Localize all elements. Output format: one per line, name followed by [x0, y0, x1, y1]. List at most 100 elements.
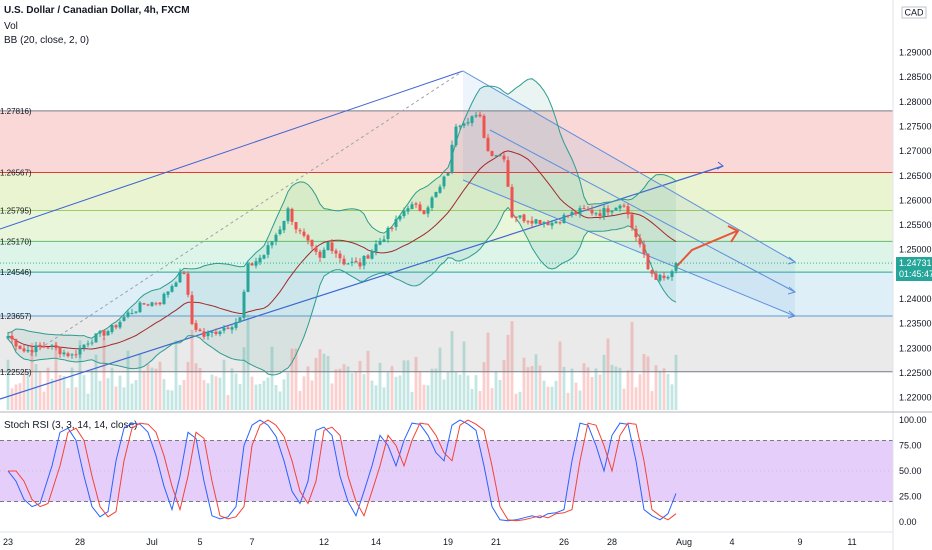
volume-bar: [438, 347, 442, 410]
volume-bar: [166, 389, 170, 410]
time-tick-label: 28: [607, 537, 617, 547]
volume-bar: [98, 380, 102, 410]
volume-bar: [214, 376, 218, 410]
volume-bar: [262, 380, 266, 410]
candle-body: [670, 271, 674, 277]
candle-body: [510, 186, 514, 218]
currency-text: CAD: [904, 8, 924, 18]
volume-bar: [150, 367, 154, 410]
candle-body: [470, 116, 474, 123]
price-tick-label: 1.28000: [899, 97, 932, 107]
price-tick-label: 1.26000: [899, 195, 932, 205]
volume-bar: [6, 359, 10, 410]
candle-body: [58, 347, 62, 355]
volume-bar: [230, 368, 234, 410]
candle-body: [330, 242, 334, 252]
volume-bar: [602, 354, 606, 410]
candle-body: [226, 327, 230, 329]
volume-bar: [26, 371, 30, 410]
candle-body: [90, 342, 94, 344]
candle-body: [154, 303, 158, 305]
price-tick-label: 1.28500: [899, 72, 932, 82]
volume-bar: [466, 375, 470, 410]
volume-bar: [574, 382, 578, 410]
candle-body: [190, 295, 194, 324]
candle-body: [602, 207, 606, 217]
volume-bar: [42, 391, 46, 410]
volume-bar: [322, 353, 326, 410]
chart-title: U.S. Dollar / Canadian Dollar, 4h, FXCM: [4, 5, 190, 16]
volume-bar: [206, 383, 210, 410]
candle-body: [598, 213, 602, 217]
volume-bar: [518, 391, 522, 410]
volume-legend: Vol: [4, 21, 18, 32]
time-tick-label: 21: [491, 537, 501, 547]
candle-body: [334, 250, 338, 254]
volume-bar: [310, 380, 314, 410]
volume-bar: [398, 375, 402, 410]
volume-bar: [130, 383, 134, 410]
channel-arrowhead-1: [787, 286, 797, 295]
volume-bar: [542, 380, 546, 410]
candle-body: [210, 331, 214, 333]
candle-body: [262, 255, 266, 259]
volume-bar: [154, 368, 158, 410]
volume-bar: [198, 367, 202, 410]
rising-trendline-arrowhead: [716, 161, 724, 170]
candle-body: [442, 176, 446, 187]
time-tick-label: 7: [249, 537, 254, 547]
volume-bar: [662, 368, 666, 410]
candle-body: [518, 215, 522, 218]
time-tick-label: 12: [319, 537, 329, 547]
candle-body: [38, 344, 42, 347]
last-price-box: 1.24731 01:45:47: [896, 257, 932, 281]
volume-bar: [566, 392, 570, 410]
volume-bar: [458, 374, 462, 410]
candle-body: [270, 241, 274, 246]
candle-body: [254, 261, 258, 266]
candle-body: [390, 227, 394, 229]
candle-body: [574, 211, 578, 215]
volume-bar: [510, 321, 514, 410]
candle-body: [302, 231, 306, 236]
candle-body: [674, 263, 678, 271]
candle-body: [594, 213, 598, 215]
candle-body: [662, 275, 666, 279]
candle-body: [142, 303, 146, 305]
candles: [6, 111, 678, 359]
channel-arrowhead-2: [787, 310, 797, 319]
volume-bar: [362, 374, 366, 410]
volume-bar: [186, 361, 190, 410]
candle-body: [102, 330, 106, 336]
volume-bar: [258, 383, 262, 410]
volume-bar: [14, 384, 18, 410]
candle-body: [222, 327, 226, 331]
price-tick-label: 1.27500: [899, 121, 932, 131]
volume-bar: [658, 370, 662, 410]
channel-line-0: [462, 70, 796, 263]
price-tick-label: 1.27000: [899, 146, 932, 156]
candle-body: [362, 255, 366, 266]
volume-bar: [346, 366, 350, 410]
volume-bar: [422, 384, 426, 410]
candle-body: [466, 122, 470, 124]
volume-bar: [402, 360, 406, 410]
volume-bar: [302, 376, 306, 410]
candle-body: [170, 286, 174, 292]
candle-body: [458, 125, 462, 127]
volume-bar: [54, 341, 58, 410]
bollinger-upper: [7, 78, 677, 339]
bollinger-legend: BB (20, close, 2, 0): [4, 35, 90, 46]
stoch-rsi-pane: [0, 419, 893, 522]
candle-body: [398, 215, 402, 220]
candle-body: [546, 222, 550, 226]
fib-zone-1: [0, 172, 893, 211]
fib-label-4: 1.24546): [0, 268, 32, 277]
volume-bar: [638, 374, 642, 410]
candle-body: [454, 126, 458, 146]
candle-body: [350, 261, 354, 263]
volume-bar: [374, 385, 378, 410]
bollinger-lines: [7, 78, 677, 376]
